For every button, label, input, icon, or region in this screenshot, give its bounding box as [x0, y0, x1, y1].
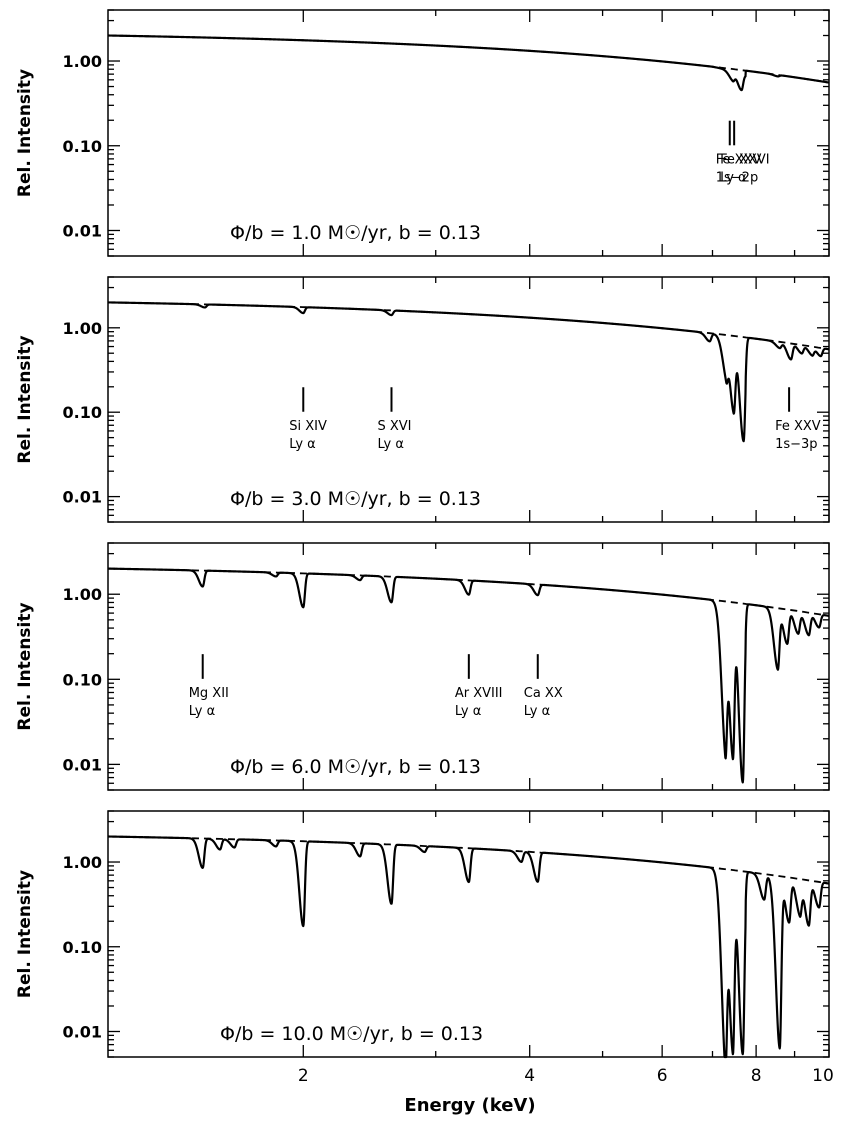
line-label-ion: Mg XII [189, 686, 229, 701]
y-tick-label: 0.01 [63, 755, 102, 774]
spectrum-series [107, 835, 830, 1059]
continuum-series [107, 567, 830, 617]
y-axis-label: Rel. Intensity [15, 69, 35, 197]
y-axis-label: Rel. Intensity [15, 335, 35, 463]
line-label-transition: Ly α [720, 170, 746, 185]
line-label-ion: Fe XXVI [720, 152, 769, 167]
y-tick-label: 1.00 [63, 585, 102, 604]
line-label-transition: Ly α [189, 704, 215, 719]
y-tick-label: 0.01 [63, 1022, 102, 1041]
x-tick-label: 8 [751, 1066, 762, 1086]
spectrum-series [107, 301, 830, 443]
line-label-ion: Ca XX [524, 686, 563, 701]
panel-3: 1.00 0.10 0.01 Rel. Intensity Mg XII Ly α Ar X… [15, 542, 830, 791]
panel-4: 1.00 0.10 0.01 Rel. Intensity Φ/b = 10.0 M☉/… [15, 810, 834, 1086]
plot-frame [107, 276, 830, 523]
panels-group: 1.00 0.10 0.01 Rel. Intensity Fe XXV 1s−2p Fe … [15, 9, 834, 1086]
y-axis-label: Rel. Intensity [15, 870, 35, 998]
spectrum-series [107, 34, 830, 92]
x-tick-label: 2 [298, 1066, 309, 1086]
line-label-transition: 1s−3p [775, 437, 817, 452]
panel-2: 1.00 0.10 0.01 Rel. Intensity Si XIV Ly α S XV… [15, 276, 830, 523]
x-tick-label: 4 [524, 1066, 535, 1086]
y-tick-label: 0.10 [63, 670, 102, 689]
spectrum-series [107, 567, 830, 784]
line-label-ion: S XVI [377, 419, 411, 434]
continuum-series [107, 34, 830, 84]
panel-parameter-text: Φ/b = 3.0 M☉/yr, b = 0.13 [230, 488, 481, 510]
y-tick-label: 1.00 [63, 52, 102, 71]
line-label-ion: Ar XVIII [455, 686, 503, 701]
line-label-ion: Si XIV [289, 419, 327, 434]
line-label-ion: Fe XXV [716, 152, 762, 167]
panel-parameter-text: Φ/b = 6.0 M☉/yr, b = 0.13 [230, 756, 481, 778]
y-tick-label: 1.00 [63, 853, 102, 872]
x-tick-label: 6 [657, 1066, 668, 1086]
y-tick-label: 0.10 [63, 403, 102, 422]
y-tick-label: 0.10 [63, 137, 102, 156]
panel-1: 1.00 0.10 0.01 Rel. Intensity Fe XXV 1s−2p Fe … [15, 9, 830, 257]
y-axis-label: Rel. Intensity [15, 602, 35, 730]
line-label-transition: Ly α [455, 704, 481, 719]
plot-frame [107, 9, 830, 257]
y-tick-label: 0.10 [63, 938, 102, 957]
line-label-transition: Ly α [377, 437, 403, 452]
line-label-ion: Fe XXV [775, 419, 821, 434]
panel-parameter-text: Φ/b = 1.0 M☉/yr, b = 0.13 [230, 222, 481, 244]
continuum-series [107, 301, 830, 351]
panel-parameter-text: Φ/b = 10.0 M☉/yr, b = 0.13 [220, 1023, 483, 1045]
y-tick-label: 1.00 [63, 319, 102, 338]
y-tick-label: 0.01 [63, 221, 102, 240]
line-label-transition: 1s−2p [716, 170, 758, 185]
line-label-transition: Ly α [289, 437, 315, 452]
x-tick-label: 10 [812, 1066, 834, 1086]
line-label-transition: Ly α [524, 704, 550, 719]
plot-frame [107, 810, 830, 1058]
y-tick-label: 0.01 [63, 488, 102, 507]
plot-frame [107, 542, 830, 791]
x-axis-label: Energy (keV) [404, 1095, 535, 1116]
